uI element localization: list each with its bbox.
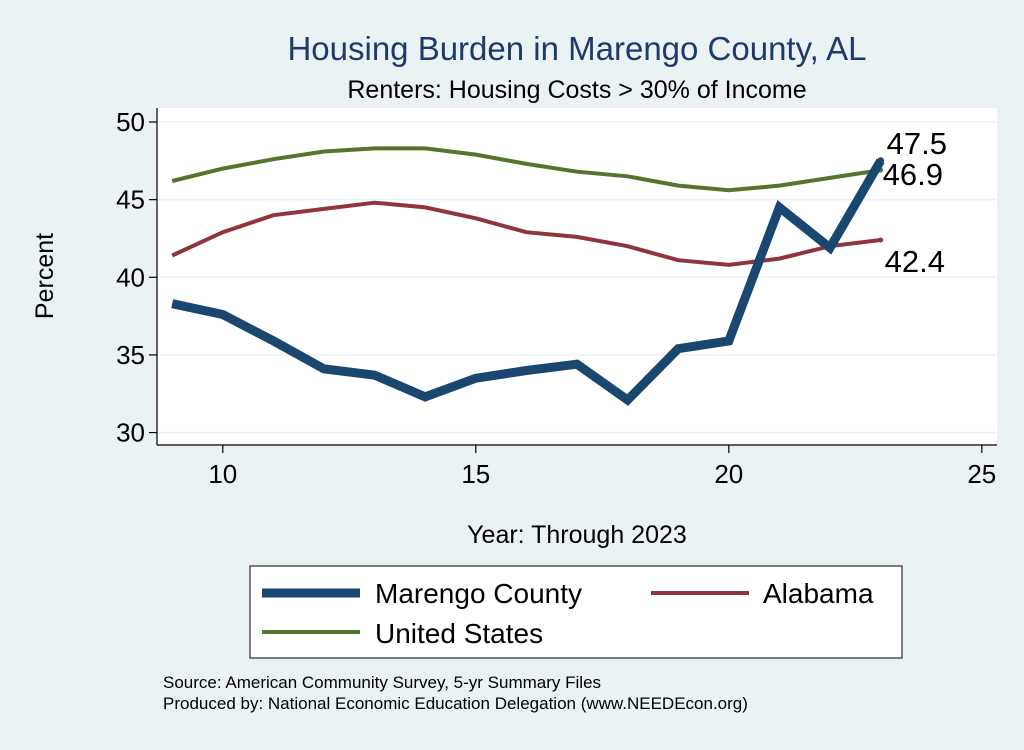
chart-title: Housing Burden in Marengo County, AL bbox=[287, 30, 866, 67]
x-tick-label: 10 bbox=[208, 459, 237, 489]
y-tick-label: 50 bbox=[116, 107, 145, 137]
legend-box bbox=[249, 565, 903, 659]
legend: Marengo County Alabama United States bbox=[249, 565, 903, 659]
chart-subtitle: Renters: Housing Costs > 30% of Income bbox=[347, 76, 806, 104]
legend-label-alabama: Alabama bbox=[763, 578, 874, 609]
legend-label-united-states: United States bbox=[375, 618, 543, 649]
x-axis-label: Year: Through 2023 bbox=[467, 521, 687, 549]
series-line-marengo-county bbox=[171, 158, 885, 406]
y-tick-label: 45 bbox=[116, 185, 145, 215]
x-tick-label: 25 bbox=[967, 459, 996, 489]
y-tick-label: 40 bbox=[116, 262, 145, 292]
series-end-point-marengo-county bbox=[877, 157, 885, 165]
series-end-point-alabama bbox=[878, 237, 884, 243]
end-label-marengo-county: 47.5 bbox=[887, 126, 947, 161]
x-tick-label: 15 bbox=[461, 459, 490, 489]
series-lines bbox=[171, 146, 885, 406]
plot-area bbox=[157, 108, 997, 445]
end-labels: 47.5 42.4 46.9 bbox=[883, 126, 947, 279]
producer-note: Produced by: National Economic Education… bbox=[163, 694, 748, 713]
x-tick-label: 20 bbox=[714, 459, 743, 489]
series-line-united-states bbox=[171, 146, 881, 193]
y-axis-ticks: 30 35 40 45 50 bbox=[116, 107, 157, 448]
legend-label-marengo-county: Marengo County bbox=[375, 578, 582, 609]
x-axis-ticks: 10 15 20 25 bbox=[208, 445, 996, 489]
y-tick-label: 35 bbox=[116, 340, 145, 370]
end-label-alabama: 42.4 bbox=[885, 244, 945, 279]
y-axis-label: Percent bbox=[31, 233, 59, 319]
y-tick-label: 30 bbox=[116, 418, 145, 448]
source-note: Source: American Community Survey, 5-yr … bbox=[163, 673, 601, 692]
end-label-united-states: 46.9 bbox=[883, 157, 943, 192]
